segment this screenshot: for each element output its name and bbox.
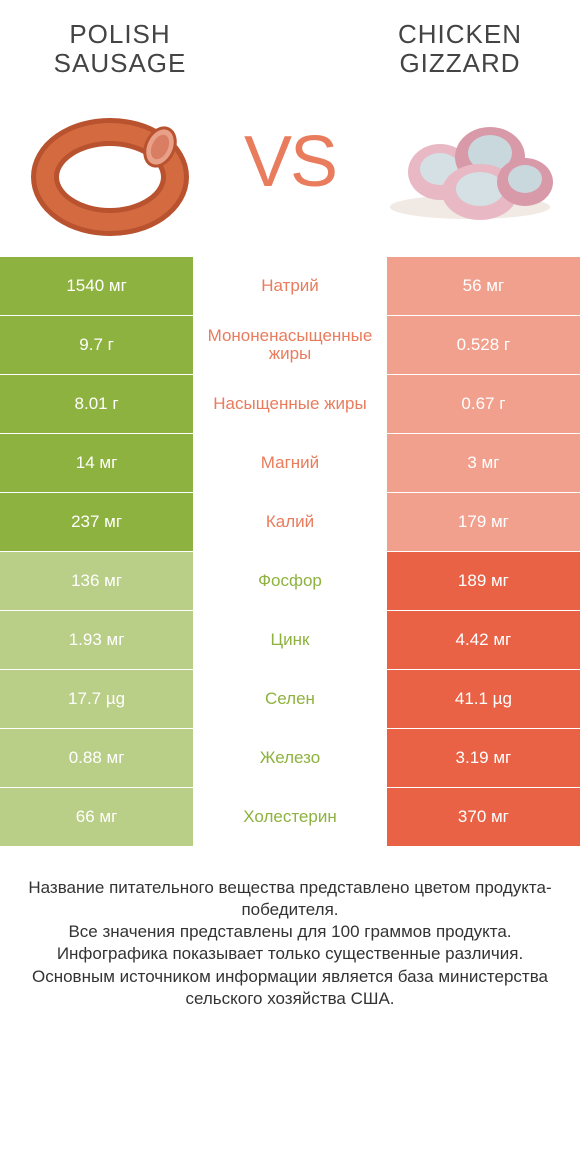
footer-line: Название питательного вещества представл… bbox=[20, 877, 560, 921]
right-value: 179 мг bbox=[387, 493, 580, 551]
table-row: 237 мгКалий179 мг bbox=[0, 493, 580, 552]
table-row: 17.7 µgСелен41.1 µg bbox=[0, 670, 580, 729]
nutrient-label: Калий bbox=[193, 493, 387, 551]
nutrient-label: Холестерин bbox=[193, 788, 387, 846]
right-food-image bbox=[380, 87, 560, 237]
right-value: 370 мг bbox=[387, 788, 580, 846]
right-value: 4.42 мг bbox=[387, 611, 580, 669]
table-row: 136 мгФосфор189 мг bbox=[0, 552, 580, 611]
left-value: 0.88 мг bbox=[0, 729, 193, 787]
footer-line: Основным источником информации является … bbox=[20, 966, 560, 1010]
right-value: 0.67 г bbox=[387, 375, 580, 433]
infographic-container: POLISH SAUSAGE CHICKEN GIZZARD VS bbox=[0, 0, 580, 1040]
left-value: 1540 мг bbox=[0, 257, 193, 315]
footer-line: Все значения представлены для 100 граммо… bbox=[20, 921, 560, 943]
table-row: 1540 мгНатрий56 мг bbox=[0, 257, 580, 316]
right-value: 0.528 г bbox=[387, 316, 580, 374]
table-row: 8.01 гНасыщенные жиры0.67 г bbox=[0, 375, 580, 434]
left-value: 237 мг bbox=[0, 493, 193, 551]
left-food-title: POLISH SAUSAGE bbox=[30, 20, 210, 77]
header: POLISH SAUSAGE CHICKEN GIZZARD bbox=[0, 0, 580, 77]
left-value: 17.7 µg bbox=[0, 670, 193, 728]
nutrient-label: Насыщенные жиры bbox=[193, 375, 387, 433]
nutrient-label: Железо bbox=[193, 729, 387, 787]
table-row: 0.88 мгЖелезо3.19 мг bbox=[0, 729, 580, 788]
right-value: 3.19 мг bbox=[387, 729, 580, 787]
left-value: 1.93 мг bbox=[0, 611, 193, 669]
right-value: 3 мг bbox=[387, 434, 580, 492]
nutrient-label: Магний bbox=[193, 434, 387, 492]
nutrient-label: Натрий bbox=[193, 257, 387, 315]
footer-line: Инфографика показывает только существенн… bbox=[20, 943, 560, 965]
right-value: 189 мг bbox=[387, 552, 580, 610]
vs-label: VS bbox=[244, 121, 336, 203]
nutrient-label: Фосфор bbox=[193, 552, 387, 610]
footer-notes: Название питательного вещества представл… bbox=[0, 847, 580, 1040]
table-row: 14 мгМагний3 мг bbox=[0, 434, 580, 493]
right-food-title: CHICKEN GIZZARD bbox=[370, 20, 550, 77]
left-value: 136 мг bbox=[0, 552, 193, 610]
comparison-table: 1540 мгНатрий56 мг9.7 гМононенасыщенные … bbox=[0, 257, 580, 847]
images-row: VS bbox=[0, 77, 580, 257]
left-food-image bbox=[20, 87, 200, 237]
table-row: 9.7 гМононенасыщенные жиры0.528 г bbox=[0, 316, 580, 375]
nutrient-label: Мононенасыщенные жиры bbox=[193, 316, 387, 374]
table-row: 1.93 мгЦинк4.42 мг bbox=[0, 611, 580, 670]
left-value: 8.01 г bbox=[0, 375, 193, 433]
left-value: 66 мг bbox=[0, 788, 193, 846]
nutrient-label: Селен bbox=[193, 670, 387, 728]
nutrient-label: Цинк bbox=[193, 611, 387, 669]
right-value: 41.1 µg bbox=[387, 670, 580, 728]
left-value: 14 мг bbox=[0, 434, 193, 492]
table-row: 66 мгХолестерин370 мг bbox=[0, 788, 580, 847]
right-value: 56 мг bbox=[387, 257, 580, 315]
left-value: 9.7 г bbox=[0, 316, 193, 374]
